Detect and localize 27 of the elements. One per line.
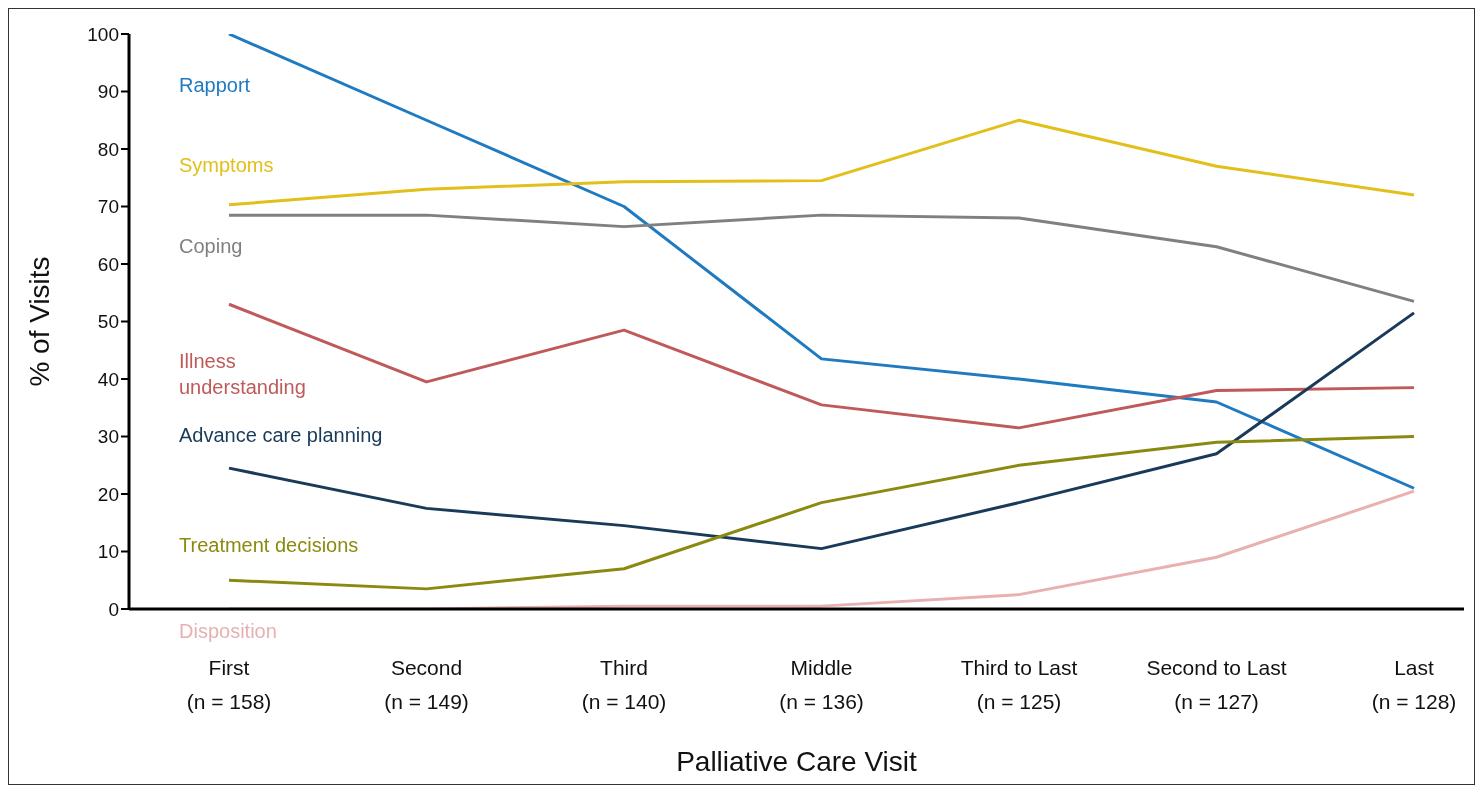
y-tick-label: 10 bbox=[97, 541, 119, 563]
x-tick-label: Third to Last (n = 125) bbox=[960, 656, 1078, 713]
y-tick-label: 60 bbox=[97, 253, 119, 275]
y-tick-label: 40 bbox=[97, 368, 119, 390]
series-label: Disposition bbox=[179, 619, 277, 642]
text: Advance care planning bbox=[179, 424, 383, 447]
x-tick-label: First (n = 158) bbox=[186, 656, 272, 713]
y-tick-label: 100 bbox=[87, 23, 119, 45]
series-label: Symptoms bbox=[179, 154, 274, 176]
series-label: Coping bbox=[179, 234, 243, 257]
y-tick-label: 30 bbox=[97, 426, 119, 448]
x-axis-title: Palliative Care Visit bbox=[676, 746, 918, 777]
y-axis-title: % of Visits bbox=[23, 256, 55, 387]
x-tick-label: Second (n = 149) bbox=[384, 656, 469, 713]
x-tick-label: Second to Last (n = 127) bbox=[1146, 656, 1287, 713]
y-tick-label: 50 bbox=[97, 311, 119, 333]
series-label: Illness understanding bbox=[179, 349, 306, 398]
x-tick-label: Last (n = 128) bbox=[1371, 656, 1457, 713]
y-tick-label: 90 bbox=[97, 81, 119, 103]
y-tick-label: 80 bbox=[97, 138, 119, 160]
series-label: Treatment decisions bbox=[179, 533, 359, 556]
y-tick-label: 70 bbox=[97, 196, 119, 218]
y-tick-label: 20 bbox=[97, 483, 119, 505]
x-tick-label: Middle (n = 136) bbox=[779, 656, 864, 713]
y-tick-label: 0 bbox=[108, 598, 119, 620]
series-label: Rapport bbox=[179, 73, 251, 96]
x-tick-label: Third (n = 140) bbox=[581, 656, 667, 713]
